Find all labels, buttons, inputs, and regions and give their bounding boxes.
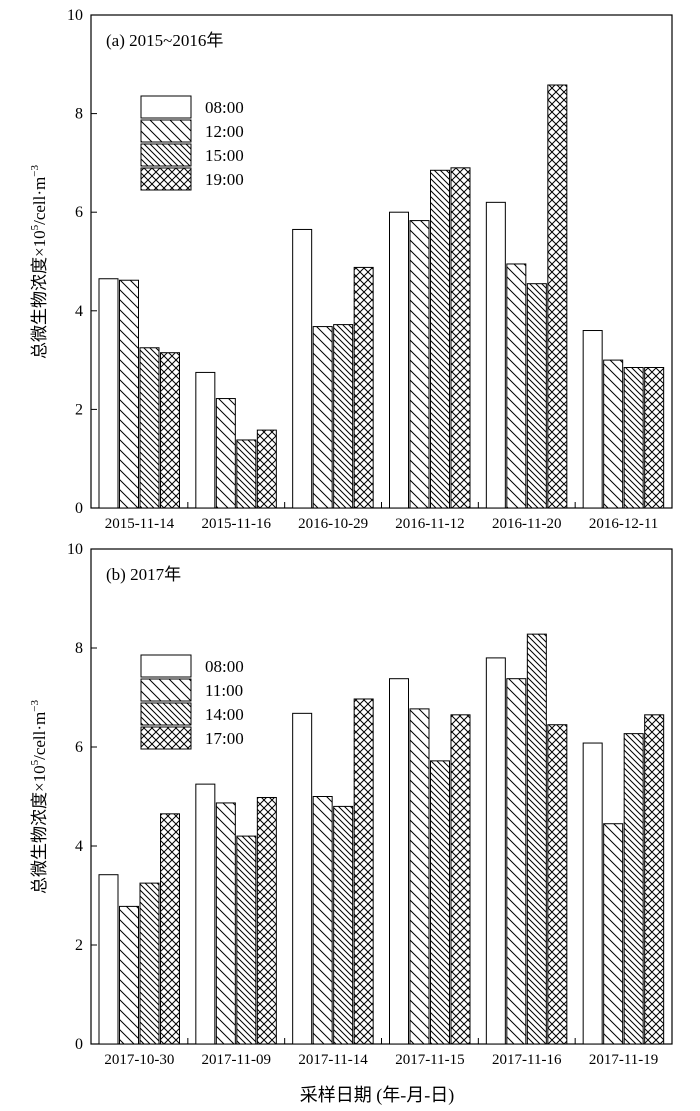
x-tick-label-b-4: 2017-11-16 [492,1052,562,1068]
bar-a-2015-11-14-08:00 [98,278,119,509]
bar-a-2016-11-12-12:00 [409,220,430,509]
legend-swatch-b-0 [140,654,192,678]
bar-b-2017-11-09-14:00 [236,835,257,1045]
legend-swatch-a-1 [140,119,192,143]
bar-a-2015-11-16-19:00 [256,429,277,509]
bar-b-2017-11-09-17:00 [256,796,277,1045]
bar-b-2017-10-30-11:00 [119,905,139,1045]
bar-a-2016-12-11-12:00 [603,359,624,509]
legend-label-a-1: 12:00 [205,122,244,141]
legend-swatch-a-2 [140,143,192,167]
legend-swatch-b-1 [140,678,192,702]
y-axis-label-b: 总微生物浓度×105/cell·m−3 [29,700,49,894]
y-tick-label-a-5: 10 [67,7,83,24]
panel-label-b: (b) 2017年 [106,565,181,584]
y-tick-label-a-2: 4 [75,303,83,320]
y-tick-label-a-0: 0 [75,500,83,517]
y-tick-label-b-0: 0 [75,1036,83,1053]
x-axis-label: 采样日期 (年-月-日) [300,1085,454,1106]
x-tick-label-b-3: 2017-11-15 [395,1052,464,1068]
legend-label-a-2: 15:00 [205,146,244,165]
bar-b-2017-11-19-08:00 [582,742,603,1045]
bar-b-2017-10-30-08:00 [98,874,119,1045]
bar-b-2017-11-19-11:00 [603,823,624,1045]
bar-b-2017-11-09-08:00 [195,783,216,1045]
legend-swatch-b-3 [140,726,192,750]
bar-b-2017-11-14-17:00 [353,698,374,1045]
y-tick-label-b-3: 6 [75,739,83,756]
x-tick-label-b-2: 2017-11-14 [298,1052,368,1068]
y-tick-label-b-4: 8 [75,640,83,657]
y-axis-label-a: 总微生物浓度×105/cell·m−3 [29,165,49,359]
bar-a-2016-11-20-15:00 [526,283,547,509]
bar-a-2016-11-12-15:00 [430,169,450,509]
x-tick-label-b-1: 2017-11-09 [202,1052,271,1068]
bar-a-2016-12-11-08:00 [582,330,603,509]
legend-label-b-0: 08:00 [205,657,244,676]
panel-a-chart: 0 2 4 6 8 10 2015-11-14 2015-11-16 2016-10-29 201… [67,7,673,532]
bar-b-2017-11-15-08:00 [389,678,409,1045]
bar-a-2016-11-12-19:00 [450,167,471,509]
bar-a-2015-11-16-08:00 [195,371,216,509]
bar-a-2016-10-29-08:00 [292,228,313,509]
bar-a-2016-11-12-08:00 [389,211,409,509]
y-tick-label-b-1: 2 [75,937,83,954]
bar-b-2017-11-15-11:00 [409,708,430,1045]
y-tick-label-a-4: 8 [75,106,83,123]
x-tick-label-a-0: 2015-11-14 [105,516,175,532]
legend-label-b-1: 11:00 [205,681,243,700]
x-tick-label-a-4: 2016-11-20 [492,516,561,532]
bar-a-2016-11-20-19:00 [547,84,568,509]
bar-b-2017-11-14-14:00 [333,805,354,1045]
bar-a-2015-11-14-19:00 [160,352,180,509]
legend-label-b-3: 17:00 [205,729,244,748]
panel-b-chart: 0 2 4 6 8 10 2017-10-30 2017-11-09 2017-11-14 201… [67,541,673,1068]
bar-b-2017-11-14-11:00 [312,796,333,1045]
y-tick-label-a-1: 2 [75,401,83,418]
bar-a-2016-10-29-15:00 [333,324,354,509]
x-tick-label-a-1: 2015-11-16 [202,516,272,532]
bar-a-2016-12-11-15:00 [623,366,644,509]
x-tick-label-b-0: 2017-10-30 [104,1052,174,1068]
bar-b-2017-11-19-14:00 [623,733,644,1045]
legend-swatch-b-2 [140,702,192,726]
bar-a-2016-12-11-19:00 [644,366,665,509]
bar-b-2017-11-16-17:00 [547,724,568,1045]
y-tick-label-b-2: 4 [75,838,83,855]
x-tick-label-b-5: 2017-11-19 [589,1052,658,1068]
y-tick-label-a-3: 6 [75,204,83,221]
bar-a-2016-10-29-12:00 [312,326,333,509]
bar-a-2015-11-14-12:00 [119,279,139,509]
bar-b-2017-11-16-14:00 [526,633,547,1045]
bar-a-2015-11-14-15:00 [139,347,160,509]
legend-swatch-a-0 [140,95,192,119]
bar-a-2015-11-16-12:00 [215,398,236,509]
legend-label-a-3: 19:00 [205,170,244,189]
bar-a-2016-11-20-08:00 [485,201,506,509]
bar-a-2015-11-16-15:00 [236,439,257,509]
bar-b-2017-10-30-14:00 [139,882,160,1045]
bar-b-2017-10-30-17:00 [160,813,180,1045]
panel-label-a: (a) 2015~2016年 [106,31,223,50]
y-tick-label-b-5: 10 [67,541,83,558]
bar-b-2017-11-15-17:00 [450,714,471,1045]
bar-b-2017-11-14-08:00 [292,712,313,1045]
bar-b-2017-11-09-11:00 [215,802,236,1045]
legend-label-b-2: 14:00 [205,705,244,724]
bar-a-2016-10-29-19:00 [353,266,374,509]
x-tick-label-a-3: 2016-11-12 [395,516,464,532]
legend-label-a-0: 08:00 [205,98,244,117]
bar-b-2017-11-19-17:00 [644,714,665,1045]
legend-swatch-a-3 [140,167,192,191]
bar-b-2017-11-15-14:00 [430,760,450,1045]
bar-b-2017-11-16-08:00 [485,657,506,1045]
bar-a-2016-11-20-12:00 [506,263,527,509]
x-tick-label-a-2: 2016-10-29 [298,516,368,532]
bar-b-2017-11-16-11:00 [506,678,527,1045]
x-tick-label-a-5: 2016-12-11 [589,516,658,532]
